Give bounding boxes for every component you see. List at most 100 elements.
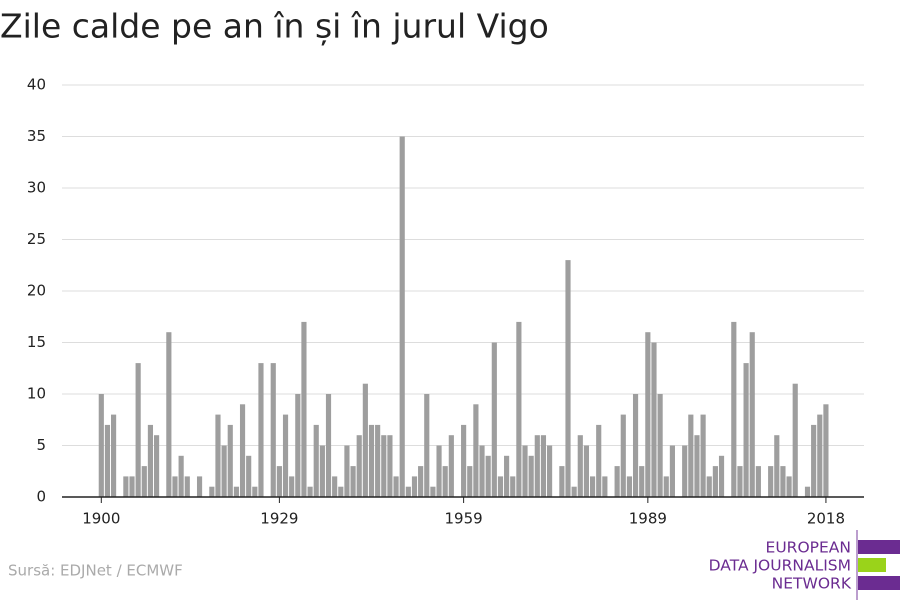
logo-text: EUROPEAN — [766, 539, 851, 557]
bar — [141, 466, 147, 497]
bar — [559, 466, 565, 497]
bar — [749, 332, 755, 497]
x-tick-label: 1989 — [629, 510, 667, 528]
bar — [98, 394, 104, 497]
bar — [657, 394, 663, 497]
bar — [319, 445, 325, 497]
y-tick-label: 35 — [27, 127, 46, 145]
bar — [344, 445, 350, 497]
bar — [718, 455, 725, 497]
y-tick-label: 40 — [27, 76, 46, 94]
bar — [362, 383, 368, 497]
bar — [669, 445, 675, 497]
bar — [172, 476, 178, 497]
y-tick-label: 10 — [27, 385, 46, 403]
bar — [491, 342, 497, 497]
bar — [632, 394, 639, 497]
logo-bar — [858, 558, 886, 572]
bar — [301, 321, 307, 497]
bar — [393, 476, 399, 497]
bar — [307, 486, 313, 497]
bar — [123, 476, 129, 497]
bar — [178, 455, 184, 497]
logo-text: DATA JOURNALISM — [709, 557, 851, 575]
bar — [547, 445, 553, 497]
bar — [774, 435, 780, 497]
bar — [129, 476, 135, 497]
bar — [804, 486, 811, 497]
bar — [700, 414, 706, 497]
bar — [497, 476, 504, 497]
bar — [467, 466, 473, 497]
bar — [375, 424, 381, 497]
bar — [626, 476, 632, 497]
bar — [282, 414, 289, 497]
bar — [510, 476, 516, 497]
bar — [227, 424, 233, 497]
y-tick-label: 15 — [27, 333, 46, 351]
bar — [233, 486, 239, 497]
logo-text: NETWORK — [772, 575, 852, 593]
bar — [516, 321, 522, 497]
bar — [620, 414, 626, 497]
bar — [731, 321, 737, 497]
bar — [755, 466, 761, 497]
bar — [411, 476, 418, 497]
bar — [473, 404, 479, 497]
bar — [418, 466, 424, 497]
bar — [270, 363, 276, 497]
bar — [786, 476, 792, 497]
bar — [338, 486, 344, 497]
bar — [534, 435, 540, 497]
bar — [792, 383, 798, 497]
bar — [639, 466, 645, 497]
y-tick-label: 25 — [27, 230, 46, 248]
y-tick-label: 0 — [36, 488, 46, 506]
bar — [196, 476, 203, 497]
bar — [682, 445, 688, 497]
bar — [295, 394, 301, 497]
bar — [706, 476, 712, 497]
bar — [811, 424, 817, 497]
bar — [430, 486, 436, 497]
bar — [436, 445, 442, 497]
bar — [694, 435, 700, 497]
bar — [596, 424, 602, 497]
bar — [737, 466, 743, 497]
bar — [651, 342, 657, 497]
bar — [461, 424, 467, 497]
bar — [712, 466, 718, 497]
bar — [540, 435, 547, 497]
bar — [381, 435, 387, 497]
bar — [823, 404, 829, 497]
bar — [252, 486, 258, 497]
bar — [387, 435, 393, 497]
chart-title: Zile calde pe an în și în jurul Vigo — [0, 7, 549, 46]
bar — [645, 332, 651, 497]
bar — [246, 455, 252, 497]
bar — [663, 476, 669, 497]
bar — [356, 435, 362, 497]
source: Sursă: EDJNet / ECMWF — [8, 562, 183, 580]
bar — [289, 476, 295, 497]
bar — [332, 476, 338, 497]
bar — [479, 445, 485, 497]
bar — [313, 424, 319, 497]
bar — [368, 424, 375, 497]
bar — [571, 486, 577, 497]
x-tick-label: 2018 — [807, 510, 845, 528]
x-tick-label: 1929 — [260, 510, 298, 528]
bar — [166, 332, 172, 497]
y-tick-label: 30 — [27, 179, 46, 197]
bar — [276, 466, 282, 497]
bar — [602, 476, 608, 497]
bar — [589, 476, 596, 497]
logo-bar — [858, 576, 900, 590]
bar — [209, 486, 215, 497]
bar — [215, 414, 221, 497]
bar — [504, 455, 510, 497]
bar — [147, 424, 154, 497]
x-tick-label: 1959 — [445, 510, 483, 528]
bar — [184, 476, 190, 497]
bar — [111, 414, 117, 497]
